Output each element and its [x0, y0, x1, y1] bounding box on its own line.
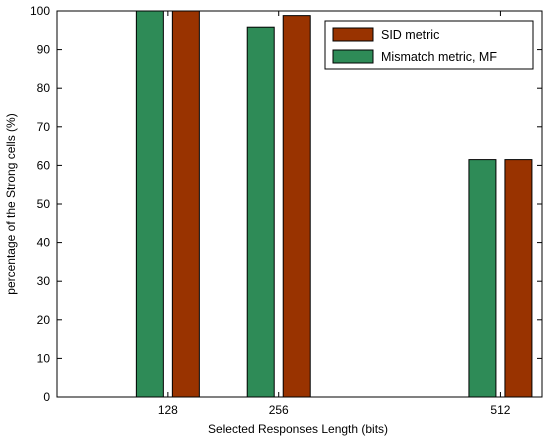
y-tick-label: 60: [37, 158, 51, 172]
x-tick-label: 128: [158, 403, 178, 417]
legend-label-2: SID metric: [381, 28, 439, 42]
y-tick-label: 50: [37, 197, 51, 211]
y-tick-label: 100: [30, 4, 50, 18]
x-tick-label: 512: [490, 403, 510, 417]
x-tick-label: 256: [269, 403, 289, 417]
y-tick-label: 10: [37, 351, 51, 365]
bar-series-1-256: [246, 26, 275, 398]
legend: SID metric Mismatch metric, MF: [324, 20, 534, 70]
y-tick-label: 30: [37, 274, 51, 288]
bar-series-1-512: [468, 159, 497, 398]
y-axis: 0 10 20 30 40 50 60 70 80 90 100: [30, 4, 542, 404]
y-axis-label: percentage of the Strong cells (%): [4, 113, 18, 294]
x-axis: 128 256 512: [158, 11, 511, 417]
legend-swatch-1: [332, 49, 374, 64]
legend-swatch-2: [332, 27, 374, 42]
y-tick-label: 20: [37, 313, 51, 327]
y-tick-label: 90: [37, 43, 51, 57]
legend-label-1: Mismatch metric, MF: [381, 50, 497, 64]
x-axis-label: Selected Responses Length (bits): [208, 422, 388, 436]
bar-series-1-128: [135, 10, 164, 398]
bars-group: [135, 10, 533, 398]
bar-series-2-128: [171, 10, 200, 398]
y-tick-label: 70: [37, 120, 51, 134]
bar-series-2-512: [504, 159, 533, 398]
y-tick-label: 0: [43, 390, 50, 404]
y-tick-label: 40: [37, 236, 51, 250]
bar-series-2-256: [282, 15, 311, 398]
y-tick-label: 80: [37, 81, 51, 95]
